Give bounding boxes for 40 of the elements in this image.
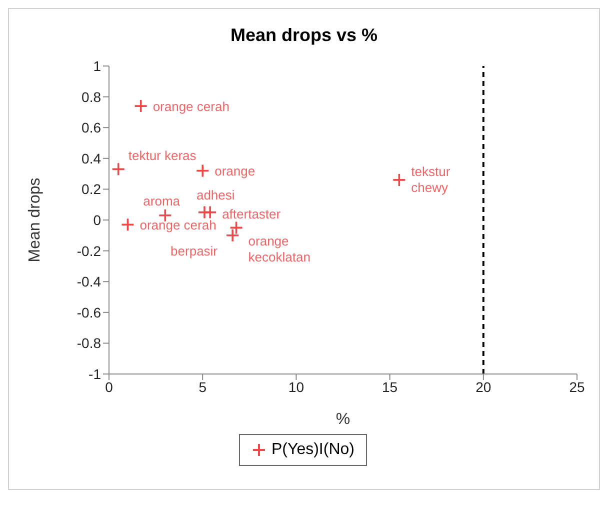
point [120, 218, 135, 232]
y-tick-label: 0.8 [82, 88, 102, 105]
x-tick-label: 20 [476, 378, 492, 395]
y-tick-label: 0.4 [82, 150, 102, 166]
x-tick-label: 25 [569, 378, 585, 395]
y-tick-label: -0.6 [76, 304, 102, 320]
annotation: orange [214, 164, 256, 179]
annotation: tektur keras [128, 148, 197, 164]
annotation: orange kecoklatan [248, 234, 310, 265]
point [229, 220, 244, 235]
y-tick-label: 0.2 [82, 181, 102, 198]
point [226, 228, 240, 242]
y-tick-label: -0.2 [76, 242, 102, 259]
annotation: adhesi [196, 187, 235, 202]
chart-title: Mean drops vs % [229, 25, 379, 46]
point [392, 173, 406, 187]
annotation: tekstur chewy [411, 164, 451, 195]
y-tick-label: -0.8 [76, 335, 102, 352]
x-tick-label: 15 [382, 378, 398, 395]
point [111, 162, 126, 176]
x-tick-label: 5 [198, 378, 207, 395]
annotation: orange cerah [152, 99, 230, 114]
y-tick-label: -1 [88, 366, 102, 382]
annotation: aroma [143, 193, 181, 208]
y-tick-label: -0.4 [76, 274, 102, 290]
point [203, 205, 217, 220]
legend-label: P(Yes)I(No) [270, 441, 354, 459]
point [196, 164, 210, 178]
annotation: berpasir [170, 243, 218, 258]
x-tick-label: 0 [105, 378, 114, 395]
annotation: orange cerah [140, 218, 216, 233]
y-tick-label: 0 [93, 212, 102, 228]
point [134, 99, 148, 113]
y-axis-title: Mean drops [26, 178, 44, 262]
y-tick-label: 0.6 [82, 120, 102, 136]
y-tick-label: 1 [93, 58, 102, 74]
point [158, 208, 172, 222]
x-axis-title: % [336, 411, 350, 428]
annotation: aftertaster [222, 206, 282, 222]
x-tick-label: 10 [288, 378, 304, 395]
